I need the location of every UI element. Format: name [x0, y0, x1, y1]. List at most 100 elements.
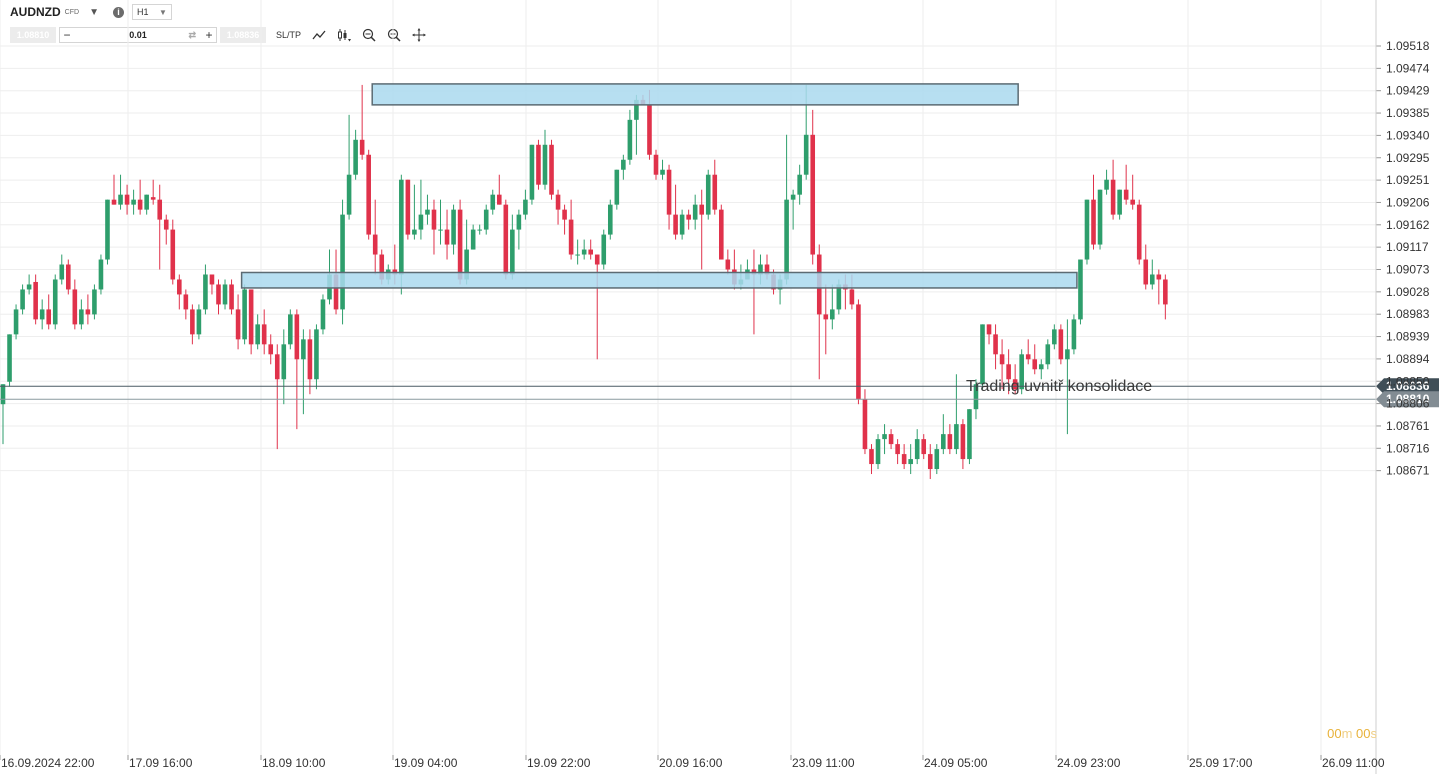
- candle-body: [1006, 364, 1011, 380]
- candle-body: [1110, 179, 1116, 215]
- crosshair-icon[interactable]: [412, 28, 427, 42]
- candle-body: [496, 194, 502, 205]
- candle-body: [1052, 329, 1057, 345]
- candle-body: [993, 334, 998, 355]
- price-tag: [1376, 391, 1439, 408]
- candle-body: [483, 209, 489, 230]
- candle-body: [46, 309, 52, 325]
- candle-body: [1058, 329, 1064, 360]
- candle-body: [111, 199, 117, 205]
- candle-body: [59, 264, 65, 280]
- candle-body: [431, 209, 437, 230]
- candle-body: [7, 334, 12, 382]
- sltp-button[interactable]: SL/TP: [276, 30, 302, 40]
- x-tick-label: 26.09 11:00: [1322, 756, 1385, 770]
- candle-body: [170, 229, 176, 280]
- x-tick-label: 20.09 16:00: [659, 756, 723, 770]
- candle-body: [52, 279, 58, 325]
- x-tick-label: 23.09 11:00: [792, 756, 855, 770]
- consolidation-zone[interactable]: [240, 271, 1078, 289]
- candle-body: [137, 199, 143, 210]
- candle-body: [1084, 199, 1090, 260]
- y-tick-label: 1.09385: [1386, 106, 1430, 120]
- candle-body: [607, 204, 613, 235]
- candle-chart-icon[interactable]: [337, 28, 352, 42]
- candle-body: [320, 299, 326, 330]
- x-tick-label: 16.09.2024 22:00: [1, 756, 95, 770]
- candle-body: [190, 309, 195, 335]
- candle-body: [621, 159, 626, 170]
- candle-body: [124, 194, 130, 205]
- candle-body: [92, 289, 97, 315]
- price-tag-label: 1.08836: [1386, 379, 1430, 393]
- candle-body: [39, 309, 45, 320]
- candle-body: [229, 284, 234, 310]
- timer-seconds: 00: [1356, 726, 1371, 741]
- candle-body: [575, 254, 580, 256]
- candle-body: [163, 219, 169, 230]
- x-tick-label: 24.09 23:00: [1057, 756, 1121, 770]
- candle-body: [823, 314, 829, 320]
- quantity-stepper[interactable]: − 0.01 ⇄ +: [59, 27, 217, 43]
- candle-body: [340, 214, 345, 310]
- buy-price-button[interactable]: 1.08836: [220, 27, 266, 43]
- increase-button[interactable]: +: [205, 28, 213, 42]
- candle-body: [627, 119, 633, 160]
- candle-body: [203, 274, 208, 310]
- y-tick-label: 1.09518: [1386, 39, 1430, 53]
- candle-body: [895, 444, 900, 455]
- candle-body: [1032, 359, 1038, 370]
- y-tick-label: 1.09162: [1386, 218, 1430, 232]
- candle-body: [836, 284, 842, 310]
- timeframe-select[interactable]: H1 ▼: [131, 4, 172, 20]
- candle-body: [183, 294, 189, 310]
- candle-body: [85, 309, 91, 315]
- candle-body: [927, 454, 933, 470]
- candle-body: [588, 249, 593, 255]
- candle-body: [980, 324, 985, 385]
- candle-body: [1025, 354, 1031, 360]
- candle-body: [882, 434, 887, 440]
- candle-body: [810, 134, 816, 255]
- candle-body: [673, 214, 678, 235]
- instrument-type-label: CFD: [64, 8, 80, 16]
- candle-body: [790, 194, 796, 200]
- zoom-out-icon[interactable]: [362, 28, 376, 42]
- candle-body: [660, 169, 665, 175]
- candle-body: [764, 264, 770, 275]
- candle-body: [803, 134, 809, 175]
- x-tick-label: 18.09 10:00: [262, 756, 326, 770]
- quantity-input[interactable]: 0.01 ⇄: [74, 30, 202, 40]
- decrease-button[interactable]: −: [63, 28, 71, 42]
- consolidation-zone[interactable]: [371, 83, 1019, 106]
- candle-body: [875, 439, 881, 465]
- candle-body: [653, 154, 659, 175]
- candle-body: [457, 209, 463, 280]
- candle-body: [20, 289, 25, 310]
- line-chart-icon[interactable]: [312, 28, 326, 42]
- swap-icon[interactable]: ⇄: [188, 30, 196, 40]
- candle-body: [477, 229, 482, 231]
- candle-body: [1091, 199, 1096, 245]
- candle-body: [954, 424, 959, 450]
- candle-body: [647, 104, 652, 155]
- candle-body: [999, 354, 1005, 365]
- candle-body: [510, 229, 515, 275]
- candle-body: [568, 219, 574, 255]
- price-tag-label: 1.08810: [1386, 392, 1430, 406]
- candle-body: [712, 174, 718, 210]
- y-tick-label: 1.08983: [1386, 307, 1430, 321]
- candle-body: [679, 214, 685, 235]
- candle-body: [542, 144, 548, 185]
- candle-body: [523, 199, 528, 215]
- candle-body: [490, 194, 496, 210]
- symbol-label[interactable]: AUDNZD: [10, 5, 61, 19]
- y-tick-label: 1.08939: [1386, 330, 1430, 344]
- info-icon[interactable]: i: [112, 6, 124, 18]
- candle-body: [699, 204, 705, 215]
- candle-body: [666, 169, 672, 215]
- sell-price-button[interactable]: 1.08810: [10, 27, 56, 43]
- dropdown-icon[interactable]: ▼: [89, 6, 99, 18]
